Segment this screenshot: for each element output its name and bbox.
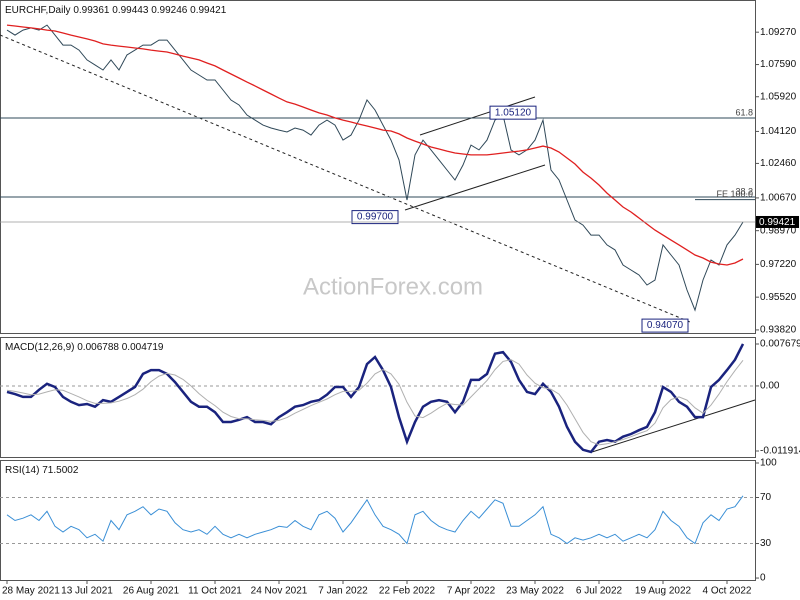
y-tick-label: 0.97220 xyxy=(760,259,797,270)
last-price-box xyxy=(756,215,799,228)
y-tick-label: 1.00670 xyxy=(760,193,797,204)
watermark: ActionForex.com xyxy=(303,273,483,300)
x-tick-label: 22 Feb 2022 xyxy=(379,586,436,597)
y-tick-label: 1.02460 xyxy=(760,158,797,169)
title: EURCHF,Daily xyxy=(5,5,71,16)
y-tick-label: 100 xyxy=(760,458,777,469)
trend-line xyxy=(0,34,691,323)
price-marker-label: 0.99700 xyxy=(357,212,394,223)
y-tick-label: 30 xyxy=(760,538,772,549)
x-tick-label: 28 May 2021 xyxy=(2,586,60,597)
fib-level-label: 61.8 xyxy=(735,107,753,117)
y-tick-label: 0.00 xyxy=(760,381,780,392)
x-tick-label: 19 Aug 2022 xyxy=(635,586,692,597)
fib-level-label: 38.2 xyxy=(735,186,753,196)
projection-label: FE 100.0 xyxy=(716,189,753,199)
y-tick-label: 0.007679 xyxy=(760,339,800,350)
series-line xyxy=(6,24,744,266)
x-tick-label: 4 Oct 2022 xyxy=(703,586,752,597)
title: RSI(14) xyxy=(5,465,39,476)
readout: 0.99246 xyxy=(151,5,188,16)
macd-panel xyxy=(0,337,756,458)
plot-layer xyxy=(0,34,756,453)
x-tick-label: 26 Aug 2021 xyxy=(123,586,180,597)
last-price-label: 0.99421 xyxy=(759,217,796,228)
readout: 0.99421 xyxy=(190,5,227,16)
x-tick-label: 7 Apr 2022 xyxy=(447,586,496,597)
x-tick-label: 13 Jul 2021 xyxy=(61,586,113,597)
x-tick-label: 11 Oct 2021 xyxy=(188,586,242,597)
readout: 0.006788 xyxy=(77,342,119,353)
y-tick-label: 70 xyxy=(760,492,772,503)
y-tick-label: 1.07590 xyxy=(760,59,797,70)
price-marker xyxy=(641,318,689,333)
x-tick-label: 7 Jan 2022 xyxy=(318,586,368,597)
panel-title: MACD(12,26,9) 0.006788 0.004719 xyxy=(5,342,164,353)
price-marker xyxy=(489,105,537,120)
readout: 0.99361 xyxy=(73,5,110,16)
panel-title: RSI(14) 71.5002 xyxy=(5,465,79,476)
series-line xyxy=(6,24,744,312)
y-tick-label: 0.93820 xyxy=(760,325,797,336)
y-tick-label: 1.05920 xyxy=(760,91,797,102)
readout: 71.5002 xyxy=(42,465,79,476)
title: MACD(12,26,9) xyxy=(5,342,74,353)
series-line xyxy=(6,495,744,545)
price-marker-label: 1.05120 xyxy=(495,107,532,118)
rsi-panel xyxy=(0,460,756,581)
y-tick-label: 1.04120 xyxy=(760,126,797,137)
series-line xyxy=(6,343,745,454)
channel-line xyxy=(419,96,536,136)
readout: 0.004719 xyxy=(122,342,164,353)
readout: 0.99443 xyxy=(112,5,149,16)
y-tick-label: -0.011914 xyxy=(760,446,800,457)
price-marker-label: 0.94070 xyxy=(647,320,684,331)
y-tick-label: 0 xyxy=(760,573,766,584)
x-tick-label: 6 Jul 2022 xyxy=(576,586,623,597)
y-tick-label: 0.95520 xyxy=(760,292,797,303)
x-tick-label: 24 Nov 2021 xyxy=(251,586,308,597)
macd-trend-line xyxy=(591,399,756,453)
price-marker xyxy=(351,210,399,225)
y-tick-label: 1.09270 xyxy=(760,27,797,38)
series-line xyxy=(6,359,744,446)
panel-title: EURCHF,Daily 0.99361 0.99443 0.99246 0.9… xyxy=(5,5,227,16)
x-tick-label: 23 May 2022 xyxy=(506,586,564,597)
channel-line xyxy=(404,164,546,211)
y-tick-label: 0.98970 xyxy=(760,225,797,236)
